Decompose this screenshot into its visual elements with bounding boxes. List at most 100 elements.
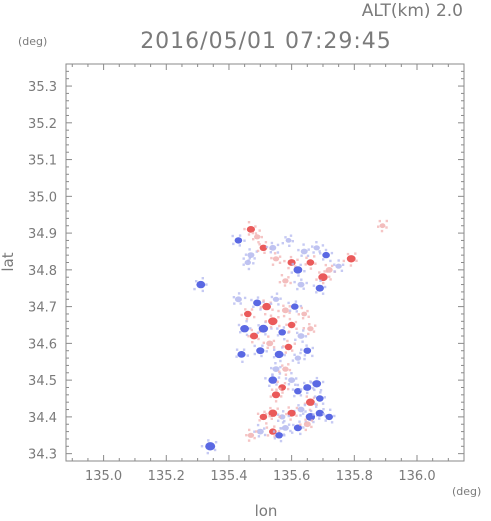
y-tick-label: 34.8 [28, 264, 57, 279]
axis-ticks: 135.0 135.2 135.4 135.6 135.8 136.0 34.3 34.4 34… [28, 63, 464, 484]
echo-speckle [256, 249, 260, 253]
echo-speckle [295, 327, 298, 330]
echo-speckle [300, 278, 303, 281]
echo-speckle [295, 414, 298, 417]
echo-speckle [232, 296, 236, 299]
echo-speckle [385, 219, 388, 223]
echo-speckle [238, 244, 241, 247]
echo-speckle [299, 394, 303, 397]
echo-point [274, 350, 284, 359]
echo-speckle [302, 329, 305, 332]
echo-speckle [312, 251, 315, 254]
echo-speckle [306, 391, 309, 395]
echo-speckle [303, 354, 307, 357]
echo-speckle [306, 254, 310, 258]
echo-point [285, 238, 292, 243]
echo-speckle [297, 313, 300, 316]
echo-speckle [299, 304, 303, 308]
echo-speckle [289, 234, 293, 237]
echo-speckle [287, 414, 290, 418]
echo-speckle [287, 383, 291, 386]
echo-point [237, 351, 246, 358]
echo-speckle [297, 404, 300, 407]
echo-speckle [214, 441, 218, 444]
echo-speckle [302, 412, 305, 415]
echo-speckle [305, 344, 308, 347]
echo-speckle [273, 425, 276, 428]
echo-speckle [294, 265, 297, 268]
echo-speckle [277, 419, 280, 422]
echo-speckle [285, 323, 288, 326]
echo-speckle [291, 262, 294, 266]
echo-point [234, 237, 243, 244]
echo-speckle [312, 284, 316, 287]
echo-point [196, 280, 206, 289]
echo-speckle [266, 434, 270, 437]
echo-speckle [312, 330, 316, 333]
echo-speckle [262, 341, 265, 344]
echo-speckle [302, 327, 305, 330]
echo-point [301, 311, 308, 317]
echo-speckle [292, 423, 295, 427]
echo-point [306, 398, 315, 406]
echo-speckle [304, 335, 308, 338]
echo-speckle [247, 335, 250, 338]
echo-speckle [311, 354, 314, 358]
echo-speckle [282, 326, 286, 329]
echo-speckle [250, 308, 254, 311]
echo-speckle [315, 291, 318, 294]
echo-point [293, 266, 303, 274]
echo-speckle [253, 436, 256, 440]
echo-speckle [242, 257, 245, 260]
echo-speckle [277, 309, 280, 313]
echo-point [281, 307, 289, 314]
echo-speckle [250, 298, 253, 302]
x-tick-label: 135.4 [210, 469, 247, 484]
echo-speckle [321, 380, 325, 384]
echo-speckle [341, 263, 345, 266]
echo-speckle [270, 256, 273, 260]
echo-speckle [291, 359, 295, 362]
echo-speckle [309, 409, 313, 413]
echo-speckle [310, 419, 314, 422]
echo-speckle [289, 281, 292, 285]
echo-speckle [270, 366, 273, 370]
echo-speckle [300, 254, 303, 257]
echo-speckle [294, 320, 298, 324]
echo-speckle [258, 229, 261, 232]
echo-speckle [249, 327, 252, 330]
echo-speckle [255, 430, 258, 433]
echo-speckle [257, 337, 260, 341]
echo-speckle [322, 408, 325, 411]
echo-speckle [242, 263, 245, 266]
echo-speckle [200, 445, 204, 448]
echo-point [335, 263, 342, 269]
echo-point [284, 343, 293, 351]
x-tick-label: 135.0 [85, 469, 122, 484]
echo-speckle [269, 314, 273, 317]
y-tick-label: 35.0 [28, 190, 57, 205]
echo-speckle [271, 263, 275, 266]
echo-speckle [274, 400, 278, 403]
echo-speckle [264, 333, 267, 336]
echo-point [316, 395, 324, 402]
echo-point [294, 388, 302, 395]
echo-speckle [278, 372, 282, 375]
echo-speckle [309, 267, 313, 270]
echo-speckle [193, 287, 196, 291]
echo-point [303, 384, 312, 391]
echo-speckle [314, 402, 317, 406]
echo-speckle [322, 281, 325, 285]
echo-speckle [251, 231, 254, 235]
echo-point [379, 223, 386, 229]
echo-point [297, 281, 305, 288]
echo-speckle [291, 349, 294, 352]
echo-speckle [354, 252, 357, 255]
echo-speckle [274, 362, 277, 365]
echo-speckle [288, 317, 292, 321]
echo-speckle [213, 448, 217, 452]
echo-speckle [355, 259, 358, 262]
echo-speckle [303, 403, 307, 407]
echo-speckle [300, 348, 303, 351]
echo-speckle [307, 248, 310, 251]
